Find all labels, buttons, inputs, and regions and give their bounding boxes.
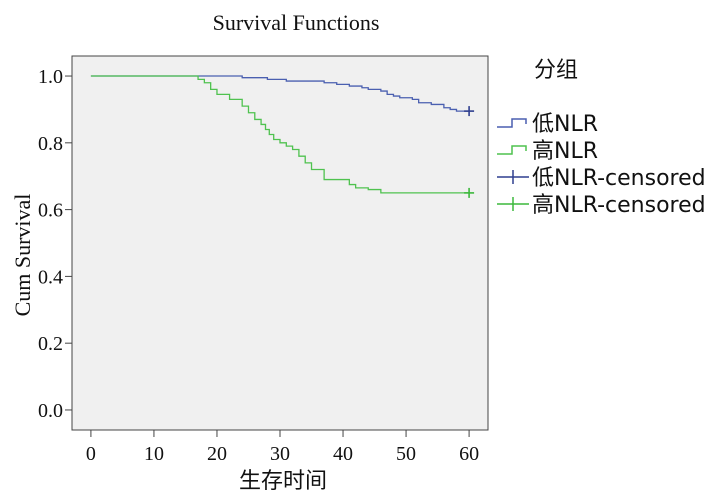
y-axis: 0.0 0.2 0.4 0.6 0.8 1.0: [38, 66, 72, 422]
y-tick-label: 0.4: [38, 266, 63, 288]
x-tick-label: 20: [207, 443, 227, 465]
chart-title: Survival Functions: [213, 10, 380, 35]
legend-label: 高NLR: [532, 139, 598, 164]
y-tick-label: 0.8: [38, 133, 63, 155]
x-tick-label: 0: [86, 443, 96, 465]
legend-entry: 低NLR: [497, 112, 598, 137]
x-tick-label: 60: [459, 443, 479, 465]
legend-entry: 高NLR-censored: [497, 193, 706, 218]
y-tick-label: 0.2: [38, 333, 63, 355]
legend-entry: 低NLR-censored: [497, 166, 706, 191]
x-axis: 0 10 20 30 40 50 60: [86, 430, 479, 465]
series-layer: [90, 75, 475, 198]
x-axis-label: 生存时间: [239, 469, 327, 492]
censored-marker-1: [464, 187, 475, 198]
x-tick-label: 30: [270, 443, 290, 465]
legend-step-swatch: [497, 145, 527, 155]
survival-line-1: [90, 75, 470, 194]
legend-label: 高NLR-censored: [532, 193, 706, 218]
survival-line-0: [90, 75, 470, 112]
legend-label: 低NLR-censored: [532, 166, 706, 191]
x-tick-label: 50: [396, 443, 416, 465]
x-tick-label: 40: [333, 443, 353, 465]
y-tick-label: 1.0: [38, 66, 63, 88]
legend-entry: 高NLR: [497, 139, 598, 164]
plot-area: [71, 55, 489, 431]
y-tick-label: 0.0: [38, 400, 63, 422]
legend-label: 低NLR: [532, 112, 598, 137]
y-tick-label: 0.6: [38, 200, 63, 222]
legend-title: 分组: [534, 58, 578, 83]
y-axis-label: Cum Survival: [10, 194, 35, 317]
x-tick-label: 10: [144, 443, 164, 465]
censored-marker-0: [464, 106, 475, 117]
legend-step-swatch: [497, 118, 527, 128]
